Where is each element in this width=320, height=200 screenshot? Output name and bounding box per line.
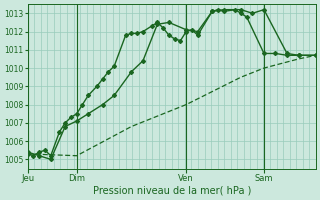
X-axis label: Pression niveau de la mer( hPa ): Pression niveau de la mer( hPa )	[92, 186, 251, 196]
